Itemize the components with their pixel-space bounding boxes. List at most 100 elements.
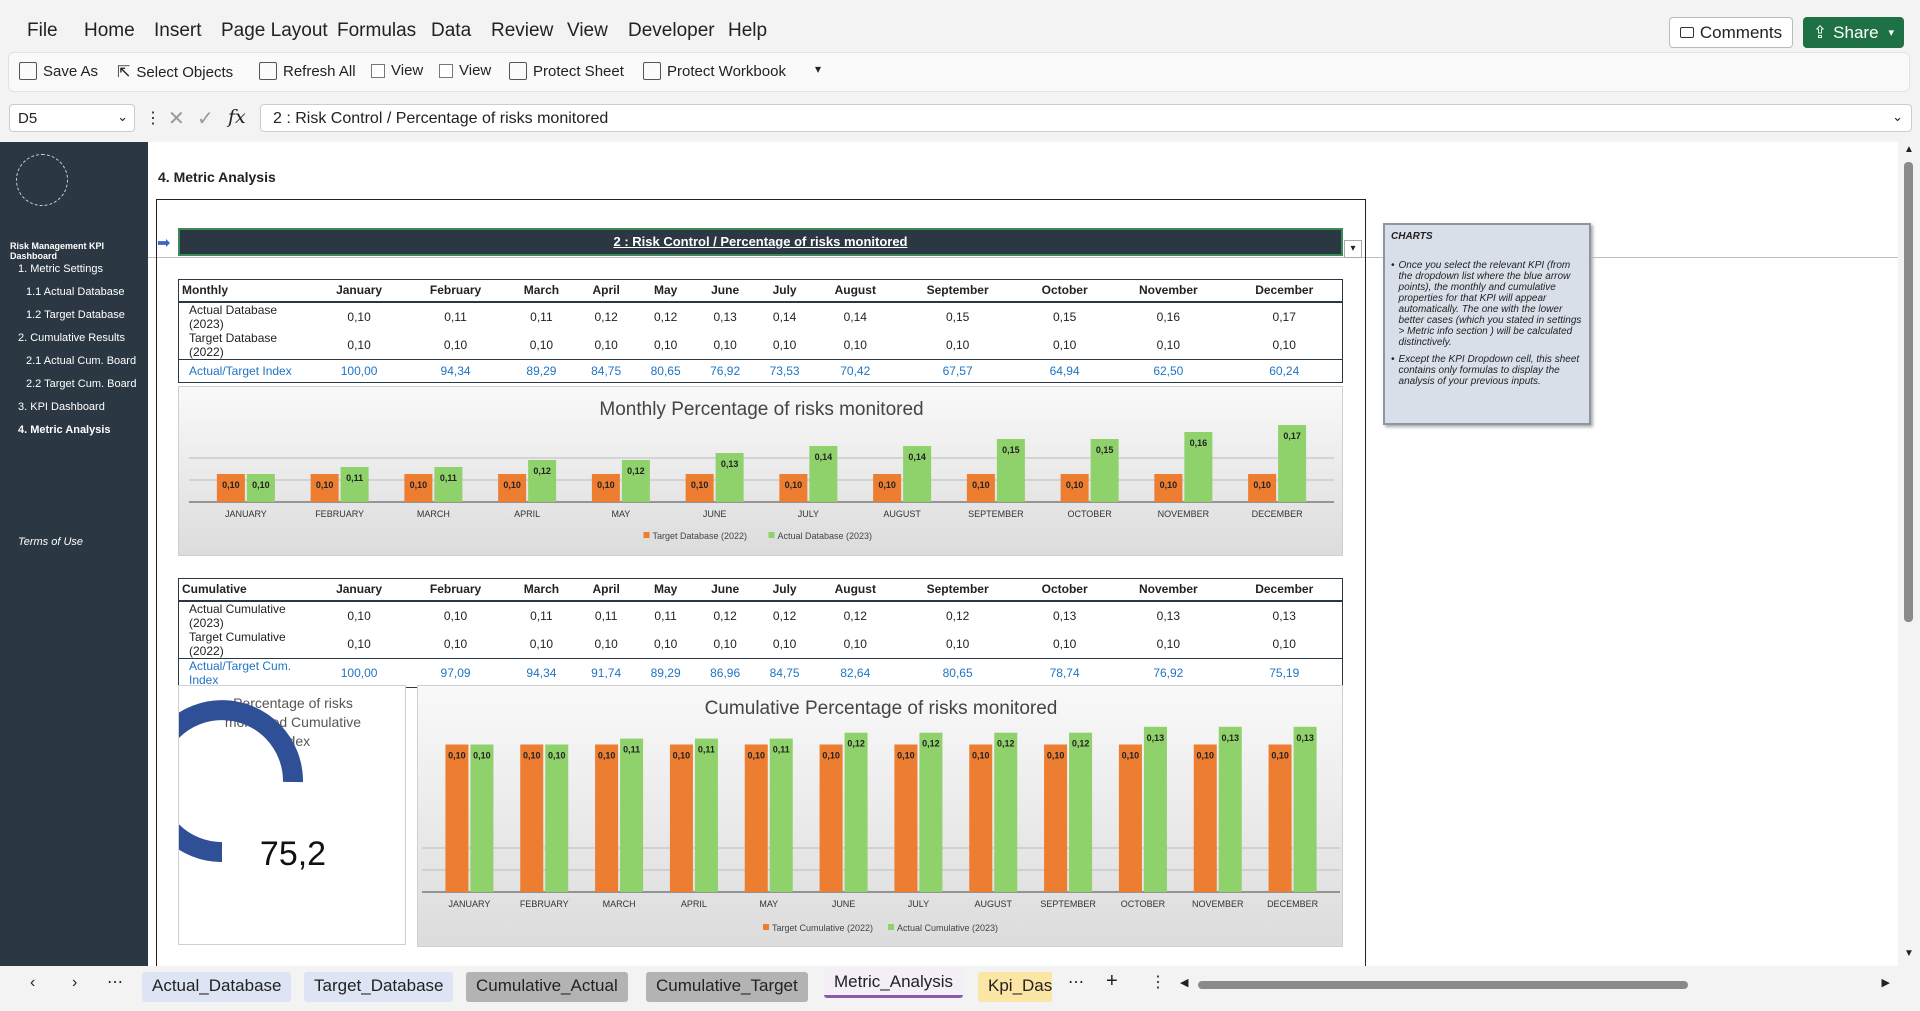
tab-cumulative-target[interactable]: Cumulative_Target <box>646 972 808 1002</box>
table-cell[interactable]: 0,11 <box>594 608 618 623</box>
table-cell[interactable]: 0,12 <box>713 608 737 623</box>
protect-workbook-button[interactable]: Protect Workbook <box>643 62 786 80</box>
table-cell[interactable]: 0,13 <box>1052 608 1077 623</box>
menu-formulas[interactable]: Formulas <box>337 20 417 41</box>
table-cell[interactable]: 0,10 <box>1156 636 1181 651</box>
table-cell[interactable]: 0,11 <box>444 309 467 324</box>
scroll-right-icon[interactable]: ▶ <box>1881 977 1890 989</box>
table-cell[interactable]: 94,34 <box>506 657 577 687</box>
table-cell[interactable]: 0,10 <box>443 608 468 623</box>
menu-review[interactable]: Review <box>491 20 554 41</box>
tab-actual-database[interactable]: Actual_Database <box>142 972 292 1002</box>
sidebar-item-metric-settings[interactable]: 1. Metric Settings <box>18 263 103 275</box>
sidebar-item-metric-analysis[interactable]: 4. Metric Analysis <box>18 424 111 436</box>
table-cell[interactable]: 0,10 <box>653 337 678 352</box>
share-button[interactable]: ⇪ Share ▾ <box>1803 17 1904 48</box>
table-cell[interactable]: 86,96 <box>695 657 755 687</box>
table-cell[interactable]: 0,12 <box>594 309 618 324</box>
row-label[interactable]: Target Database (2022) <box>189 330 278 359</box>
save-as-button[interactable]: Save As <box>19 62 98 80</box>
sidebar-item-actual-cum-board[interactable]: 2.1 Actual Cum. Board <box>26 355 137 367</box>
chevron-down-icon[interactable]: ⌄ <box>117 109 128 124</box>
table-cell[interactable]: 84,75 <box>754 657 815 687</box>
more-options-icon[interactable]: ⋮ <box>145 110 161 127</box>
table-cell[interactable]: 0,10 <box>529 337 554 352</box>
view-checkbox-1[interactable]: View <box>371 62 423 79</box>
table-cell[interactable]: 0,12 <box>843 608 867 623</box>
table-cell[interactable]: 0,11 <box>654 608 677 623</box>
select-objects-button[interactable]: ⇱ Select Objects <box>117 62 233 82</box>
table-cell[interactable]: 0,10 <box>347 636 371 651</box>
add-sheet-icon[interactable]: + <box>1106 970 1118 992</box>
sidebar-item-cumulative-results[interactable]: 2. Cumulative Results <box>18 332 125 344</box>
table-cell[interactable]: 0,10 <box>1272 636 1296 651</box>
menu-help[interactable]: Help <box>728 20 768 41</box>
table-cell[interactable]: 0,10 <box>1052 636 1077 651</box>
confirm-icon[interactable]: ✓ <box>197 108 214 130</box>
scroll-left-icon[interactable]: ◀ <box>1180 977 1189 989</box>
table-cell[interactable]: 0,10 <box>843 636 867 651</box>
tab-target-database[interactable]: Target_Database <box>304 972 454 1002</box>
sheet-options-icon[interactable]: ⋮ <box>1150 974 1166 991</box>
table-cell[interactable]: 78,74 <box>1019 657 1111 687</box>
table-cell[interactable]: 0,10 <box>443 636 468 651</box>
table-cell[interactable]: 100,00 <box>313 358 405 382</box>
view-checkbox-2[interactable]: View <box>439 62 491 79</box>
checkbox-icon[interactable] <box>371 63 385 78</box>
table-cell[interactable]: 0,12 <box>772 608 797 623</box>
table-cell[interactable]: 80,65 <box>896 657 1020 687</box>
table-cell[interactable]: 0,11 <box>530 309 553 324</box>
table-cell[interactable]: 64,94 <box>1019 358 1111 382</box>
menu-developer[interactable]: Developer <box>628 20 715 41</box>
table-cell[interactable]: 0,10 <box>653 636 678 651</box>
table-cell[interactable]: 0,10 <box>713 636 737 651</box>
table-cell[interactable]: 0,10 <box>347 337 371 352</box>
table-cell[interactable]: 0,10 <box>945 337 970 352</box>
menu-insert[interactable]: Insert <box>154 20 202 41</box>
function-icon[interactable]: fx <box>228 106 246 128</box>
table-cell[interactable]: 0,11 <box>530 608 553 623</box>
table-cell[interactable]: 0,10 <box>843 337 867 352</box>
table-cell[interactable]: 75,19 <box>1226 657 1343 687</box>
table-cell[interactable]: 89,29 <box>506 358 577 382</box>
sidebar-item-kpi-dashboard[interactable]: 3. KPI Dashboard <box>18 401 105 413</box>
table-cell[interactable]: 0,10 <box>529 636 554 651</box>
vertical-scrollbar[interactable]: ▲ ▼ <box>1898 142 1920 966</box>
menu-data[interactable]: Data <box>431 20 472 41</box>
table-cell[interactable]: 0,10 <box>1052 337 1077 352</box>
table-cell[interactable]: 67,57 <box>896 358 1020 382</box>
row-label[interactable]: Target Cumulative (2022) <box>189 629 286 658</box>
tab-kpi-dash[interactable]: Kpi_Dash <box>978 972 1052 1002</box>
dropdown-arrow-icon[interactable]: ▾ <box>1344 240 1362 258</box>
row-label[interactable]: Actual/Target Index <box>178 358 314 382</box>
table-cell[interactable]: 80,65 <box>635 358 696 382</box>
table-cell[interactable]: 0,15 <box>1052 309 1077 324</box>
checkbox-icon[interactable] <box>439 63 453 78</box>
table-cell[interactable]: 0,10 <box>594 636 618 651</box>
table-cell[interactable]: 70,42 <box>814 358 897 382</box>
table-cell[interactable]: 89,29 <box>635 657 696 687</box>
scroll-up-icon[interactable]: ▲ <box>1904 144 1914 155</box>
table-cell[interactable]: 97,09 <box>404 657 507 687</box>
table-cell[interactable]: 0,10 <box>1156 337 1181 352</box>
cancel-icon[interactable]: ✕ <box>168 108 185 130</box>
row-label[interactable]: Actual Cumulative (2023) <box>189 601 286 630</box>
table-cell[interactable]: 0,17 <box>1272 309 1296 324</box>
table-cell[interactable]: 100,00 <box>313 657 405 687</box>
menu-file[interactable]: File <box>27 20 58 41</box>
scroll-down-icon[interactable]: ▼ <box>1904 948 1914 959</box>
tab-cumulative-actual[interactable]: Cumulative_Actual <box>466 972 628 1002</box>
table-cell[interactable]: 0,14 <box>843 309 867 324</box>
table-cell[interactable]: 76,92 <box>1110 657 1227 687</box>
table-cell[interactable]: 0,13 <box>1272 608 1296 623</box>
table-cell[interactable]: 0,13 <box>713 309 737 324</box>
table-cell[interactable]: 0,10 <box>347 608 371 623</box>
ribbon-overflow-button[interactable]: ▾ <box>815 62 821 76</box>
table-cell[interactable]: 84,75 <box>576 358 636 382</box>
refresh-all-button[interactable]: Refresh All <box>259 62 356 80</box>
formula-input[interactable]: 2 : Risk Control / Percentage of risks m… <box>260 104 1912 132</box>
menu-page-layout[interactable]: Page Layout <box>221 20 328 41</box>
sidebar-item-actual-database[interactable]: 1.1 Actual Database <box>26 286 125 298</box>
more-tabs-icon[interactable]: ⋯ <box>1068 974 1084 991</box>
table-cell[interactable]: 94,34 <box>404 358 507 382</box>
